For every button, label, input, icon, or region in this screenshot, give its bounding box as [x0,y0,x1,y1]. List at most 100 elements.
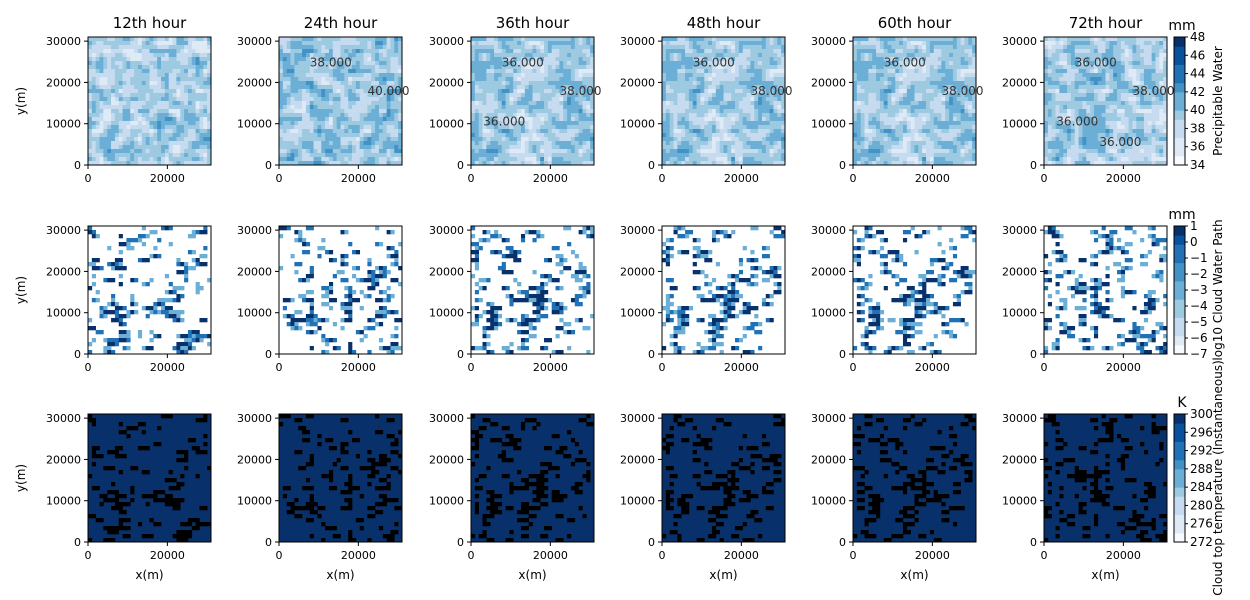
field-cell [685,41,690,46]
field-cell [126,161,131,166]
field-cell [180,73,185,78]
field-cell [390,97,395,102]
field-cell [149,37,154,42]
field-cell [122,109,127,114]
field-cell [590,101,595,106]
field-cell [547,81,553,86]
field-cell [325,133,330,138]
field-cell [486,113,491,118]
field-cell [107,498,112,503]
field-cell [172,89,177,94]
field-cell [355,330,361,335]
field-cell [103,73,108,78]
field-cell [344,466,349,471]
field-cell [149,157,154,162]
field-cell [282,85,287,90]
field-cell [382,45,387,50]
field-cell [103,149,108,154]
field-cell [118,454,123,459]
field-cell [309,346,314,351]
field-cell [99,65,104,70]
field-cell [164,73,170,78]
field-cell [126,426,131,431]
field-cell [286,314,291,319]
field-cell [122,77,127,82]
field-cell [578,121,583,126]
field-cell [662,97,667,102]
field-cell [559,81,564,86]
field-cell [195,262,200,267]
field-cell [574,254,579,259]
field-cell [157,121,162,126]
field-cell [130,101,135,106]
field-cell [164,141,170,146]
field-cell [348,346,353,351]
field-cell [371,53,376,58]
field-cell [494,494,499,499]
field-cell [111,538,116,543]
field-cell [478,81,483,86]
field-cell [302,486,307,491]
field-cell [590,105,595,110]
field-cell [172,318,177,323]
field-cell [681,97,686,102]
field-cell [95,77,100,82]
field-cell [394,342,399,347]
field-cell [590,73,595,78]
field-cell [478,89,483,94]
field-cell [578,81,583,86]
field-cell [199,506,204,511]
field-cell [168,137,173,142]
field-cell [536,149,541,154]
field-cell [294,262,299,267]
field-cell [195,418,200,423]
field-cell [317,254,322,259]
field-cell [681,157,686,162]
field-cell [474,454,479,459]
field-cell [340,254,345,259]
field-cell [570,109,576,114]
field-cell [497,510,503,515]
field-cell [378,314,384,319]
field-cell [282,117,287,122]
field-cell [149,65,154,70]
field-cell [137,133,143,138]
field-cell [582,93,587,98]
field-cell [555,466,560,471]
field-cell [141,93,146,98]
field-cell [195,149,200,154]
field-cell [176,262,181,267]
field-cell [586,41,591,46]
field-cell [509,250,514,255]
field-cell [328,113,334,118]
field-cell [520,113,526,118]
field-cell [184,458,189,463]
field-cell [145,113,150,118]
field-cell [302,430,307,435]
field-cell [547,137,553,142]
field-cell [168,310,173,315]
field-cell [532,45,537,50]
field-cell [590,69,595,74]
field-cell [325,73,330,78]
field-cell [490,234,495,239]
field-cell [340,57,345,62]
field-cell [394,522,399,527]
field-cell [336,65,341,70]
field-cell [118,145,123,150]
field-cell [309,57,314,62]
field-cell [191,149,196,154]
field-cell [180,157,185,162]
field-cell [367,286,372,291]
field-cell [348,482,353,487]
field-cell [321,474,326,479]
field-cell [367,294,372,299]
field-cell [95,109,100,114]
field-cell [191,526,196,531]
field-cell [153,53,158,58]
field-cell [103,57,108,62]
field-cell [478,41,483,46]
field-cell [570,250,576,255]
field-cell [386,93,391,98]
